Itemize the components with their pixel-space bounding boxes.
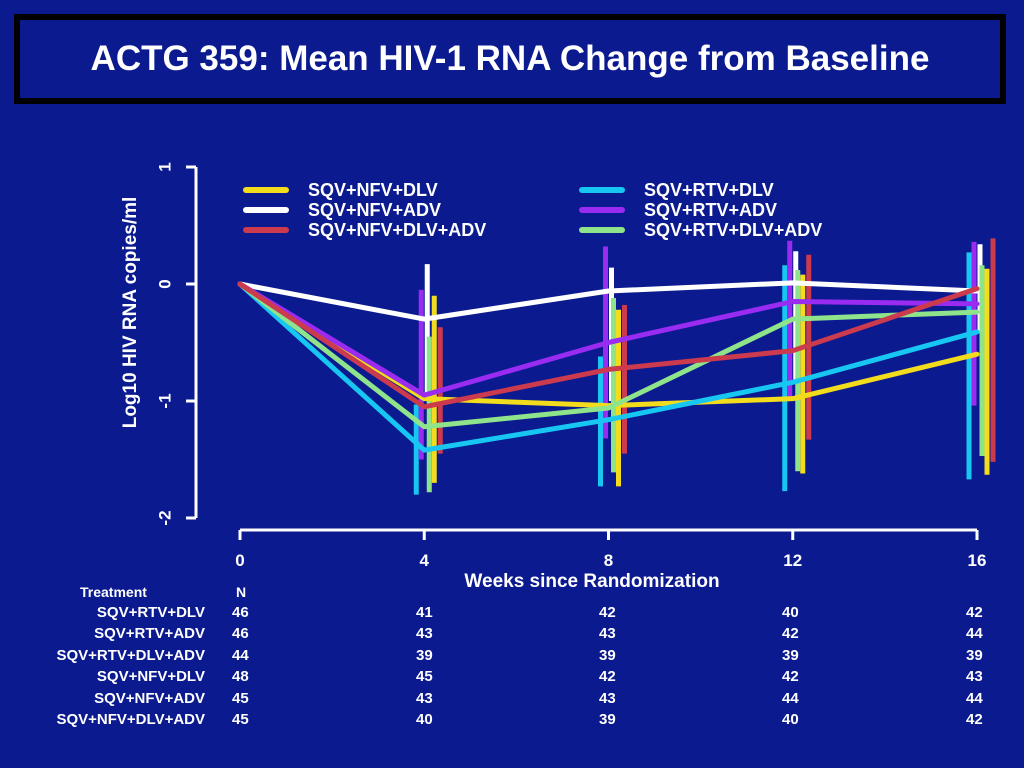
table-cell: 46 bbox=[232, 604, 249, 621]
table-row-label: SQV+NFV+DLV bbox=[96, 668, 205, 686]
x-tick-label: 12 bbox=[783, 551, 802, 570]
series-line bbox=[237, 281, 980, 453]
axes: 1 0 -1 -2 Log10 HIV RNA copies/ml 0 4 8 12 16 Week… bbox=[120, 162, 986, 590]
legend-label: SQV+RTV+ADV bbox=[644, 200, 777, 220]
table-cell: 40 bbox=[782, 711, 799, 728]
table-row-label: SQV+RTV+DLV bbox=[96, 604, 205, 621]
legend-label: SQV+RTV+DLV+ADV bbox=[644, 220, 822, 240]
table-cell: 45 bbox=[416, 668, 433, 686]
table-cell: 44 bbox=[782, 689, 799, 707]
table-cell: 43 bbox=[416, 625, 433, 643]
y-tick-label: 0 bbox=[155, 279, 174, 288]
table-cell: 39 bbox=[599, 711, 616, 728]
series-line bbox=[237, 281, 980, 410]
title-box: ACTG 359: Mean HIV-1 RNA Change from Bas… bbox=[14, 14, 1006, 104]
table-row-label: SQV+NFV+ADV bbox=[94, 689, 205, 707]
table-cell: 44 bbox=[966, 689, 983, 707]
table-cell: 44 bbox=[232, 646, 249, 664]
table-cell: 43 bbox=[599, 689, 616, 707]
x-axis-label: Weeks since Randomization bbox=[464, 571, 719, 590]
table-cell: 40 bbox=[416, 711, 433, 728]
x-tick-label: 16 bbox=[968, 551, 987, 570]
y-tick-label: -1 bbox=[155, 393, 174, 408]
table-cell: 42 bbox=[599, 668, 616, 686]
table-cell: 48 bbox=[232, 668, 249, 686]
table-cell: 43 bbox=[416, 689, 433, 707]
table-cell: 39 bbox=[599, 646, 616, 664]
table-cell: 42 bbox=[966, 604, 983, 621]
table-cell: 40 bbox=[782, 604, 799, 621]
treatment-header: Treatment bbox=[80, 584, 147, 600]
chart-title: ACTG 359: Mean HIV-1 RNA Change from Bas… bbox=[90, 39, 930, 78]
series-line bbox=[237, 281, 980, 430]
table-cell: 46 bbox=[232, 625, 249, 643]
table-cell: 39 bbox=[966, 646, 983, 664]
table-cell: 45 bbox=[232, 689, 249, 707]
table-cell: 41 bbox=[416, 604, 433, 621]
y-axis-label: Log10 HIV RNA copies/ml bbox=[120, 197, 141, 429]
table-row-label: SQV+NFV+DLV+ADV bbox=[56, 711, 205, 728]
y-tick-label: 1 bbox=[155, 162, 174, 171]
table-cell: 42 bbox=[599, 604, 616, 621]
table-cell: 42 bbox=[966, 711, 983, 728]
table-row-label: SQV+RTV+ADV bbox=[94, 625, 205, 643]
table-cell: 44 bbox=[966, 625, 983, 643]
y-tick-label: -2 bbox=[155, 510, 174, 525]
legend-label: SQV+NFV+DLV+ADV bbox=[308, 220, 486, 240]
chart-area: 1 0 -1 -2 Log10 HIV RNA copies/ml 0 4 8 12 16 Week… bbox=[120, 162, 996, 590]
legend-label: SQV+NFV+DLV bbox=[308, 180, 438, 200]
table-cell: 43 bbox=[599, 625, 616, 643]
n-table: Treatment N SQV+RTV+DLV 46 41 42 40 42 SQV+RTV+A… bbox=[0, 582, 1024, 768]
table-cell: 45 bbox=[232, 711, 249, 728]
series-line bbox=[237, 280, 980, 322]
legend-label: SQV+NFV+ADV bbox=[308, 200, 441, 220]
table-row-label: SQV+RTV+DLV+ADV bbox=[56, 646, 205, 664]
table-cell: 42 bbox=[782, 625, 799, 643]
series-lines bbox=[237, 280, 980, 453]
table-cell: 43 bbox=[966, 668, 983, 686]
x-tick-label: 0 bbox=[235, 551, 244, 570]
x-tick-label: 4 bbox=[420, 551, 430, 570]
legend-label: SQV+RTV+DLV bbox=[644, 180, 774, 200]
n-header: N bbox=[236, 584, 247, 600]
table-cell: 39 bbox=[416, 646, 433, 664]
table-cell: 39 bbox=[782, 646, 799, 664]
error-bars bbox=[413, 238, 996, 495]
x-tick-label: 8 bbox=[604, 551, 613, 570]
table-cell: 42 bbox=[782, 668, 799, 686]
series-line bbox=[237, 281, 980, 398]
